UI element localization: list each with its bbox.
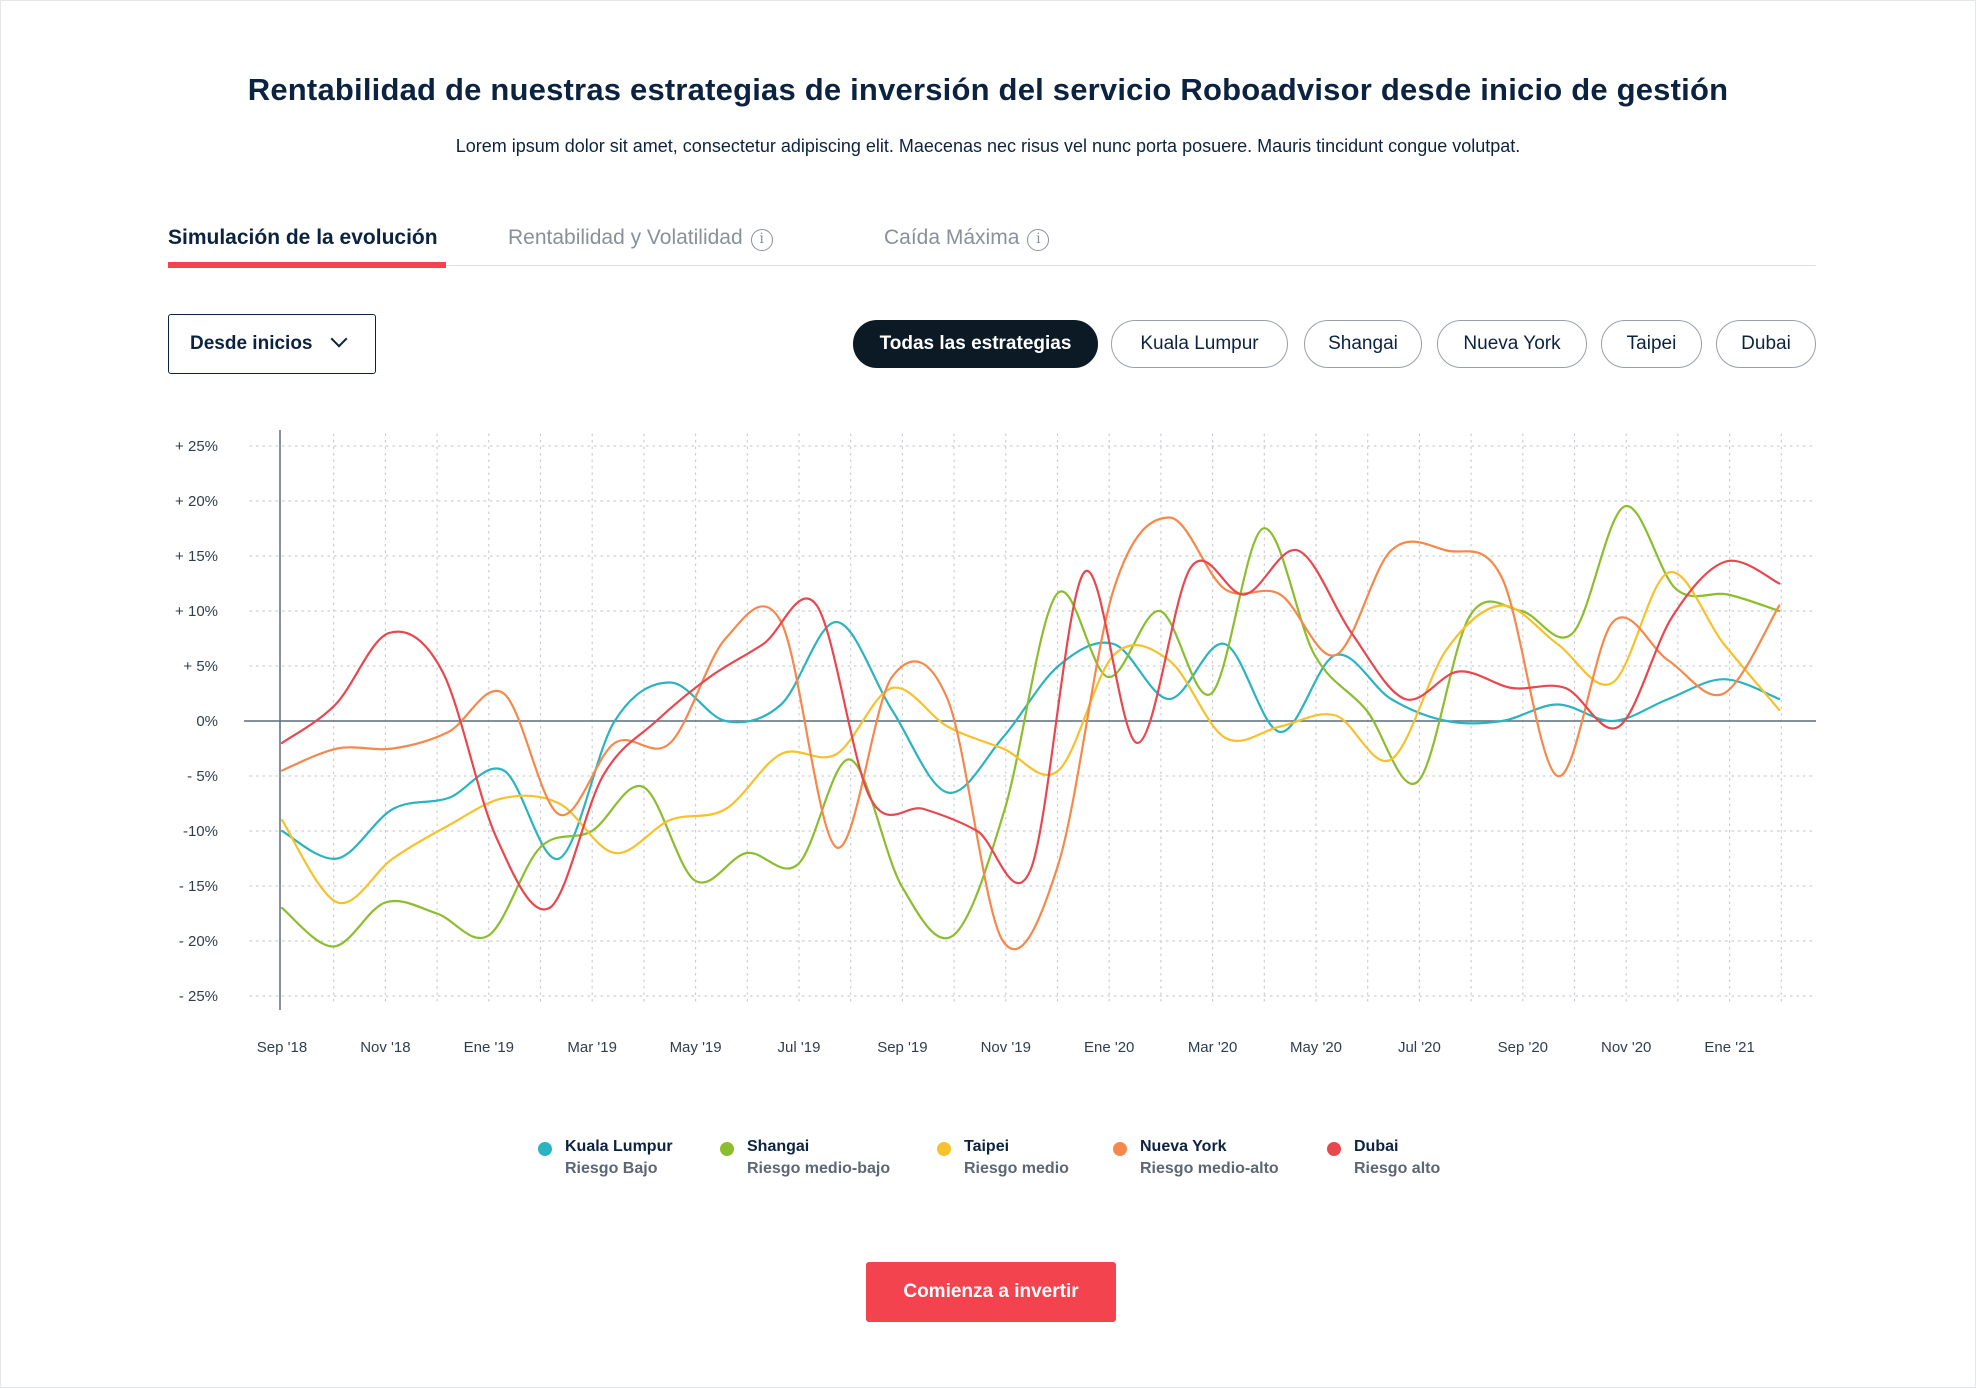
cta-label: Comienza a invertir <box>903 1281 1079 1302</box>
series-line-kuala-lumpur <box>280 620 1781 860</box>
tab-bar: Simulación de la evolución Rentabilidad … <box>168 222 1816 268</box>
filter-label: Kuala Lumpur <box>1140 333 1259 354</box>
series-line-nueva-york <box>280 516 1781 951</box>
y-tick-label: + 5% <box>183 658 218 675</box>
series-line-dubai <box>280 549 1781 911</box>
x-tick-label: Ene '20 <box>1084 1039 1134 1056</box>
legend-dot <box>1113 1142 1127 1156</box>
filter-dubai[interactable]: Dubai <box>1716 320 1816 368</box>
x-tick-label: Sep '19 <box>877 1039 927 1056</box>
filter-taipei[interactable]: Taipei <box>1601 320 1702 368</box>
tab-simulacion[interactable]: Simulación de la evolución <box>168 226 446 268</box>
legend-risk: Riesgo alto <box>1354 1160 1441 1177</box>
tab-label: Rentabilidad y Volatilidad <box>508 226 743 249</box>
legend-risk: Riesgo Bajo <box>565 1160 658 1177</box>
x-tick-label: Mar '20 <box>1188 1039 1238 1056</box>
y-tick-label: - 15% <box>179 878 218 895</box>
x-tick-label: Ene '21 <box>1704 1039 1754 1056</box>
legend-name: Nueva York <box>1140 1138 1227 1155</box>
start-investing-button[interactable]: Comienza a invertir <box>866 1262 1116 1322</box>
page-title: Rentabilidad de nuestras estrategias de … <box>247 72 1729 107</box>
x-tick-label: Nov '20 <box>1601 1039 1651 1056</box>
legend-dot <box>1327 1142 1341 1156</box>
x-tick-label: Sep '18 <box>257 1039 307 1056</box>
legend-risk: Riesgo medio-alto <box>1140 1160 1279 1177</box>
filter-nueva-york[interactable]: Nueva York <box>1437 320 1587 368</box>
filter-shangai[interactable]: Shangai <box>1304 320 1422 368</box>
x-tick-label: Jul '20 <box>1398 1039 1441 1056</box>
legend-risk: Riesgo medio-bajo <box>747 1160 891 1177</box>
x-tick-label: Ene '19 <box>464 1039 514 1056</box>
y-tick-label: + 25% <box>175 438 218 455</box>
page-subtitle: Lorem ipsum dolor sit amet, consectetur … <box>455 136 1521 156</box>
x-tick-label: May '19 <box>670 1039 722 1056</box>
info-icon[interactable]: i <box>1027 229 1050 251</box>
tab-label: Simulación de la evolución <box>168 226 438 249</box>
filter-label: Shangai <box>1328 333 1398 354</box>
legend-risk: Riesgo medio <box>964 1160 1069 1177</box>
chevron-down-icon <box>330 330 348 348</box>
period-select[interactable]: Desde inicios <box>168 314 376 374</box>
legend-name: Taipei <box>964 1138 1010 1155</box>
x-tick-label: Mar '19 <box>567 1039 617 1056</box>
series-line-taipei <box>280 571 1781 905</box>
legend-name: Shangai <box>747 1138 810 1155</box>
y-tick-label: -10% <box>183 823 218 840</box>
filter-label: Taipei <box>1626 333 1677 354</box>
tab-label: Caída Máxima <box>884 226 1020 249</box>
filter-label: Dubai <box>1741 333 1791 354</box>
filter-label: Nueva York <box>1463 333 1561 354</box>
legend-dot <box>538 1142 552 1156</box>
legend-name: Kuala Lumpur <box>565 1138 673 1155</box>
x-tick-label: Nov '18 <box>360 1039 410 1056</box>
x-tick-label: May '20 <box>1290 1039 1342 1056</box>
info-icon[interactable]: i <box>750 229 773 251</box>
filter-kuala-lumpur[interactable]: Kuala Lumpur <box>1111 320 1288 368</box>
tab-rentabilidad[interactable]: Rentabilidad y Volatilidad i <box>508 226 773 251</box>
y-tick-label: + 15% <box>175 548 218 565</box>
y-tick-label: - 20% <box>179 933 218 950</box>
active-tab-indicator <box>168 262 446 268</box>
y-tick-label: + 20% <box>175 493 218 510</box>
y-tick-label: - 25% <box>179 988 218 1005</box>
filter-label: Todas las estrategias <box>879 333 1072 354</box>
filter-all-strategies[interactable]: Todas las estrategias <box>853 320 1098 368</box>
tab-caida-maxima[interactable]: Caída Máxima i <box>884 226 1050 251</box>
y-tick-label: + 10% <box>175 603 218 620</box>
legend-dot <box>720 1142 734 1156</box>
evolution-line-chart: + 25% + 20% + 15% + 10% + 5% 0% - 5% -10% - 15% -… <box>175 430 1817 1056</box>
legend-dot <box>937 1142 951 1156</box>
x-tick-label: Jul '19 <box>778 1039 821 1056</box>
series-line-shangai <box>280 505 1781 948</box>
x-tick-label: Sep '20 <box>1498 1039 1548 1056</box>
x-tick-label: Nov '19 <box>981 1039 1031 1056</box>
y-tick-label: 0% <box>196 713 218 730</box>
legend-name: Dubai <box>1354 1138 1399 1155</box>
y-tick-label: - 5% <box>187 768 218 785</box>
period-select-value: Desde inicios <box>190 333 313 354</box>
